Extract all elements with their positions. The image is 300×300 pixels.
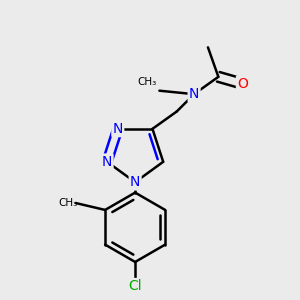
Text: N: N [189, 87, 199, 101]
Text: CH₃: CH₃ [137, 77, 156, 87]
Text: CH₃: CH₃ [58, 198, 78, 208]
Text: N: N [130, 175, 140, 189]
Text: N: N [112, 122, 123, 136]
Text: Cl: Cl [128, 279, 142, 293]
Text: O: O [237, 77, 248, 91]
Text: N: N [102, 155, 112, 169]
